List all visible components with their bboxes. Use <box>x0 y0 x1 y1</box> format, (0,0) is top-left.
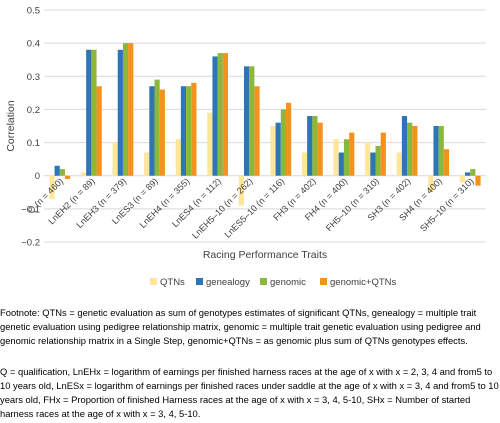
bar-genomic-qtns <box>191 82 197 176</box>
bar-genomic <box>375 145 381 176</box>
x-axis-label: Racing Performance Traits <box>203 249 327 261</box>
bar-genealogy <box>117 49 123 176</box>
bar-genealogy <box>307 116 313 176</box>
y-tick-label: 0 <box>35 171 40 182</box>
bar-genomic-qtns <box>317 122 323 176</box>
legend-label: genealogy <box>206 277 250 288</box>
legend-label: genomic <box>270 277 306 288</box>
bar-qtns <box>459 175 466 183</box>
bar-genealogy <box>212 56 218 176</box>
bar-genomic-qtns <box>443 149 450 176</box>
bar-genomic <box>91 49 97 176</box>
abbreviations-block: Q = qualification, LnEHx = logarithm of … <box>0 365 500 421</box>
x-tick-label: LnES5–10 (n = 116) <box>222 176 286 240</box>
bar-qtns <box>333 139 339 176</box>
bar-qtns <box>428 175 434 193</box>
bar-genomic <box>407 122 413 176</box>
y-tick-label: 0.5 <box>27 6 40 17</box>
bar-genomic <box>249 66 255 176</box>
x-tick-label: LnEH5–10 (n = 262) <box>190 176 255 241</box>
bar-genomic <box>470 169 476 176</box>
bar-genomic-qtns <box>254 86 260 176</box>
bar-genomic-qtns <box>64 175 71 180</box>
bar-genomic <box>59 169 65 176</box>
bar-genealogy <box>275 122 281 176</box>
bar-genealogy <box>86 49 92 176</box>
bar-genealogy <box>149 86 155 176</box>
abbreviations-text: Q = qualification, LnEHx = logarithm of … <box>0 366 499 419</box>
bar-qtns <box>80 172 87 176</box>
bar-genealogy <box>244 66 250 176</box>
y-axis-label: Correlation <box>5 100 17 152</box>
y-tick-label: −0.1 <box>21 204 40 215</box>
bar-genealogy <box>370 152 376 176</box>
legend-label: QTNs <box>160 277 185 288</box>
bar-genealogy <box>433 126 439 176</box>
bar-genealogy <box>465 172 471 176</box>
bar-genomic <box>154 79 160 176</box>
legend-swatch <box>196 278 203 285</box>
y-tick-label: −0.2 <box>21 238 40 249</box>
bar-qtns <box>144 152 150 176</box>
bar-genomic-qtns <box>412 126 418 176</box>
bar-qtns <box>301 152 308 176</box>
y-tick-label: 0.2 <box>27 105 40 116</box>
footnote-text: Footnote: QTNs = genetic evaluation as s… <box>0 307 481 346</box>
footnote-block: Footnote: QTNs = genetic evaluation as s… <box>0 306 500 348</box>
bar-genealogy <box>54 165 60 176</box>
bar-qtns <box>396 152 402 176</box>
bar-genomic <box>343 139 350 176</box>
bar-genomic <box>122 43 129 176</box>
bar-genomic-qtns <box>380 132 386 176</box>
bar-qtns <box>175 139 181 176</box>
legend-label: genomic+QTNs <box>330 277 397 288</box>
bar-genomic-qtns <box>159 89 165 176</box>
bar-genomic-qtns <box>128 43 134 176</box>
bar-genomic <box>186 86 192 176</box>
bar-qtns <box>270 126 276 176</box>
bar-genomic-qtns <box>285 102 292 176</box>
bar-genomic <box>312 116 318 176</box>
bar-qtns <box>112 142 118 176</box>
bar-qtns <box>365 142 371 176</box>
bar-genealogy <box>338 152 344 176</box>
bar-genomic <box>280 109 286 176</box>
y-tick-label: 0.1 <box>27 138 40 149</box>
bar-genealogy <box>401 116 408 176</box>
bar-genomic-qtns <box>349 132 355 176</box>
bar-genomic-qtns <box>96 86 102 176</box>
bar-genomic-qtns <box>475 175 481 186</box>
bar-genomic <box>217 53 223 176</box>
legend-swatch <box>150 278 157 285</box>
y-tick-label: 0.4 <box>27 39 40 50</box>
bar-chart: −0.2 −0.1 0 0.1 0.2 0.3 0.4 0.5 Correlation Q (n … <box>5 6 486 288</box>
legend-swatch <box>320 278 327 285</box>
bar-qtns <box>207 112 213 176</box>
y-tick-label: 0.3 <box>27 72 40 83</box>
bar-genealogy <box>180 86 187 176</box>
x-tick-label: SH5–10 (n = 310) <box>418 176 475 233</box>
bar-qtns <box>238 175 245 206</box>
bar-genomic-qtns <box>222 53 229 176</box>
bar-genomic <box>438 126 444 176</box>
bar-qtns <box>49 175 55 199</box>
legend-swatch <box>260 278 267 285</box>
